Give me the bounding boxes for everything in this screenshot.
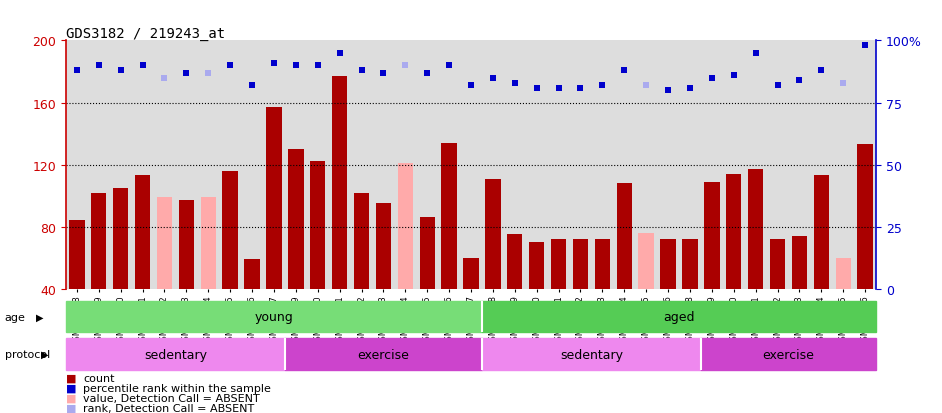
Text: age: age	[5, 312, 25, 322]
Bar	[814, 176, 829, 289]
Bar	[507, 235, 523, 289]
Bar	[726, 175, 741, 289]
Bar	[482, 301, 876, 332]
Bar	[179, 201, 194, 289]
Bar	[482, 339, 701, 370]
Bar	[267, 108, 282, 289]
Bar	[66, 301, 482, 332]
Bar	[857, 145, 873, 289]
Bar	[770, 240, 786, 289]
Bar	[617, 184, 632, 289]
Text: sedentary: sedentary	[144, 348, 207, 361]
Bar	[463, 258, 479, 289]
Bar	[222, 171, 237, 289]
Text: ▶: ▶	[41, 349, 49, 359]
Text: percentile rank within the sample: percentile rank within the sample	[83, 383, 270, 393]
Text: ■: ■	[66, 373, 76, 383]
Bar	[244, 260, 260, 289]
Bar	[69, 221, 85, 289]
Bar	[573, 240, 588, 289]
Text: young: young	[254, 311, 293, 323]
Bar	[354, 193, 369, 289]
Text: count: count	[83, 373, 114, 383]
Bar	[419, 218, 435, 289]
Bar	[113, 188, 128, 289]
Bar	[594, 240, 610, 289]
Text: aged: aged	[663, 311, 695, 323]
Bar	[156, 198, 172, 289]
Bar	[201, 198, 216, 289]
Bar	[310, 162, 325, 289]
Text: ▶: ▶	[36, 312, 43, 322]
Bar	[792, 236, 807, 289]
Bar	[485, 179, 500, 289]
Bar	[682, 240, 698, 289]
Bar	[66, 339, 284, 370]
Bar	[551, 240, 566, 289]
Bar	[701, 339, 876, 370]
Bar	[748, 170, 763, 289]
Bar	[91, 193, 106, 289]
Bar	[442, 144, 457, 289]
Text: rank, Detection Call = ABSENT: rank, Detection Call = ABSENT	[83, 403, 254, 413]
Text: ■: ■	[66, 403, 76, 413]
Bar	[398, 164, 413, 289]
Bar	[284, 339, 482, 370]
Bar	[529, 243, 544, 289]
Text: GDS3182 / 219243_at: GDS3182 / 219243_at	[66, 27, 225, 41]
Text: ■: ■	[66, 393, 76, 403]
Text: protocol: protocol	[5, 349, 50, 359]
Text: value, Detection Call = ABSENT: value, Detection Call = ABSENT	[83, 393, 260, 403]
Bar	[705, 182, 720, 289]
Text: exercise: exercise	[357, 348, 410, 361]
Bar	[332, 77, 348, 289]
Text: exercise: exercise	[762, 348, 815, 361]
Bar	[836, 258, 851, 289]
Text: ■: ■	[66, 383, 76, 393]
Bar	[639, 233, 654, 289]
Bar	[288, 150, 303, 289]
Text: sedentary: sedentary	[560, 348, 623, 361]
Bar	[660, 240, 675, 289]
Bar	[376, 204, 391, 289]
Bar	[135, 176, 150, 289]
